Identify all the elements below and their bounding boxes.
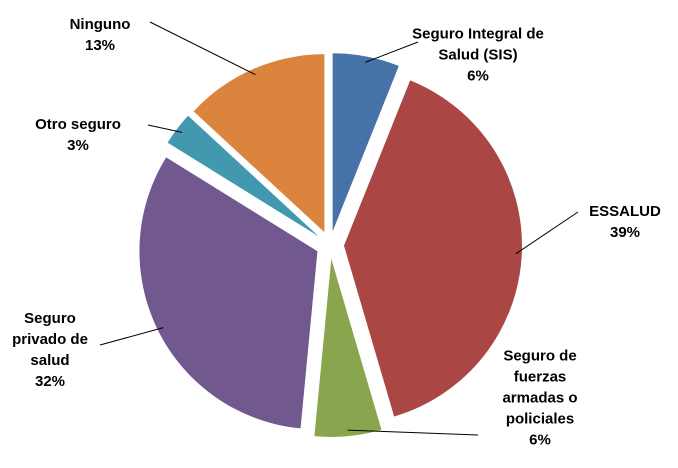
value-label: 6% <box>467 67 489 85</box>
value-label: 3% <box>67 137 89 154</box>
leader-line <box>365 41 419 63</box>
value-label: 32% <box>34 373 66 390</box>
pie-slice <box>314 258 382 437</box>
pie-slice <box>193 54 325 233</box>
pie-slice <box>332 53 399 232</box>
slice-label: Seguro privado de salud 32% <box>5 308 95 392</box>
category-label: Seguro Integral de Salud (SIS) <box>412 25 544 64</box>
category-label: ESSALUD <box>589 203 661 220</box>
value-label: 39% <box>609 224 641 241</box>
slice-label: Seguro Integral de Salud (SIS) 6% <box>403 24 553 87</box>
pie-slice <box>139 157 318 429</box>
leader-line <box>515 211 579 255</box>
value-label: 13% <box>84 37 116 54</box>
pie-slice <box>343 80 522 417</box>
value-label: 6% <box>529 431 551 449</box>
leader-line <box>99 327 164 346</box>
slice-label: Seguro de fuerzas armadas o policiales 6% <box>485 346 595 451</box>
pie-slice <box>167 115 319 237</box>
category-label: Otro seguro <box>35 116 121 133</box>
category-label: Ninguno <box>69 16 131 33</box>
slice-label: ESSALUD 39% <box>575 201 675 243</box>
slice-label: Ninguno 13% <box>50 14 150 56</box>
leader-line <box>149 21 256 76</box>
category-label: Seguro de fuerzas armadas o policiales <box>502 347 578 428</box>
leader-line <box>347 429 479 436</box>
slice-label: Otro seguro 3% <box>18 114 138 156</box>
category-label: Seguro privado de salud <box>12 310 88 369</box>
leader-line <box>147 124 183 133</box>
